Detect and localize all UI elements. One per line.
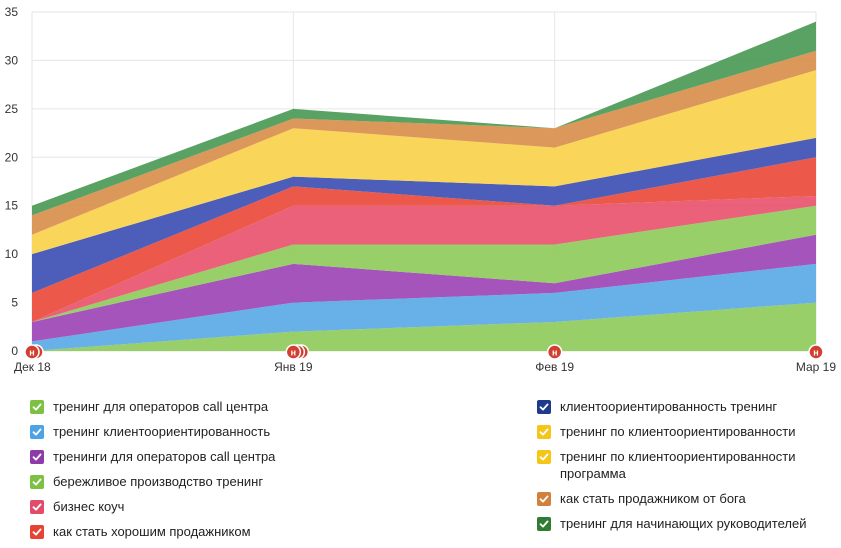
y-tick-label: 0 — [11, 344, 18, 358]
stacked-area-chart: 0 5 10 15 20 25 30 35 Дек 18 Янв 19 Фев 19 Мар 19 н… — [5, 5, 837, 374]
annotation-marker-label: н — [29, 348, 34, 358]
area-series-6 — [32, 137, 816, 293]
area-series-1 — [32, 263, 816, 351]
legend-item[interactable]: бережливое производство тренинг — [30, 473, 330, 490]
area-series-7 — [32, 70, 816, 255]
legend-item[interactable]: тренинги для операторов call центра — [30, 448, 330, 465]
legend-label: как стать хорошим продажником — [53, 524, 251, 539]
annotation-marker-label: н — [552, 348, 557, 358]
y-tick-label: 5 — [11, 296, 18, 310]
annotation-marker — [24, 344, 40, 360]
legend-label: тренинг для начинающих руководителей — [560, 516, 807, 531]
legend-label: тренинги для операторов call центра — [53, 449, 276, 464]
legend-label: тренинг клиентоориентированность — [53, 424, 271, 439]
legend-left-column: тренинг для операторов call центра тренин… — [30, 398, 330, 548]
legend-checkbox-icon[interactable] — [30, 450, 44, 464]
legend-checkbox-icon[interactable] — [537, 425, 551, 439]
legend-checkbox-icon[interactable] — [30, 475, 44, 489]
annotation-marker-label: н — [291, 348, 296, 358]
area-series-4 — [32, 196, 816, 322]
annotation-marker — [285, 344, 302, 360]
area-series-2 — [32, 234, 816, 342]
legend-item[interactable]: бизнес коуч — [30, 498, 330, 515]
legend-checkbox-icon[interactable] — [537, 400, 551, 414]
legend-checkbox-icon[interactable] — [30, 525, 44, 539]
legend-label: тренинг для операторов call центра — [53, 399, 269, 414]
annotation-marker — [808, 344, 824, 360]
legend-item[interactable]: тренинг для начинающих руководителей — [537, 515, 827, 532]
area-series-0 — [32, 302, 816, 351]
y-tick-label: 35 — [5, 5, 19, 19]
legend-checkbox-icon[interactable] — [537, 517, 551, 531]
legend-item[interactable]: как стать продажником от бога — [537, 490, 827, 507]
chart-axes: 0 5 10 15 20 25 30 35 Дек 18 Янв 19 Фев 19 Мар 19 — [5, 5, 837, 374]
area-series-5 — [32, 157, 816, 322]
y-tick-label: 20 — [5, 150, 19, 164]
legend-item[interactable]: как стать хорошим продажником — [30, 523, 330, 540]
y-tick-label: 30 — [5, 53, 19, 67]
x-tick-label: Дек 18 — [14, 360, 51, 374]
legend-label: клиентоориентированность тренинг — [560, 399, 778, 414]
legend-item[interactable]: тренинг для операторов call центра — [30, 398, 330, 415]
y-tick-label: 15 — [5, 199, 19, 213]
legend-item[interactable]: тренинг по клиентоориентированности — [537, 423, 827, 440]
x-tick-label: Мар 19 — [796, 360, 836, 374]
x-tick-label: Фев 19 — [535, 360, 574, 374]
legend-right-column: клиентоориентированность тренинг тренинг … — [537, 398, 827, 540]
chart-areas — [32, 21, 816, 351]
legend-label: бизнес коуч — [53, 499, 125, 514]
x-tick-label: Янв 19 — [274, 360, 313, 374]
y-tick-label: 10 — [5, 247, 19, 261]
legend-item[interactable]: тренинг клиентоориентированность — [30, 423, 330, 440]
legend-checkbox-icon[interactable] — [30, 400, 44, 414]
legend-label: как стать продажником от бога — [560, 491, 746, 506]
legend-label: бережливое производство тренинг — [53, 474, 264, 489]
y-tick-label: 25 — [5, 102, 19, 116]
legend-item[interactable]: тренинг по клиентоориентированности прог… — [537, 448, 827, 482]
legend-label: тренинг по клиентоориентированности прог… — [560, 449, 796, 481]
annotation-marker — [546, 344, 563, 360]
area-series-3 — [32, 205, 816, 322]
annotation-marker-label: н — [813, 348, 818, 358]
legend-item[interactable]: клиентоориентированность тренинг — [537, 398, 827, 415]
legend-label: тренинг по клиентоориентированности — [560, 424, 796, 439]
legend-checkbox-icon[interactable] — [537, 492, 551, 506]
legend-checkbox-icon[interactable] — [30, 425, 44, 439]
legend-checkbox-icon[interactable] — [537, 450, 551, 464]
legend-checkbox-icon[interactable] — [30, 500, 44, 514]
